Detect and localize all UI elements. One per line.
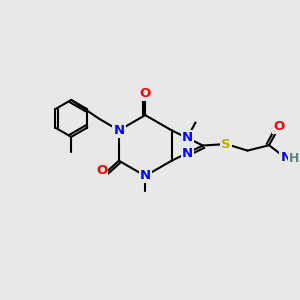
Text: O: O: [274, 120, 285, 133]
Text: N: N: [140, 169, 151, 182]
Text: N: N: [182, 147, 193, 160]
Text: N: N: [280, 151, 292, 164]
Text: N: N: [113, 124, 124, 137]
Text: H: H: [289, 152, 299, 165]
Text: O: O: [140, 87, 151, 100]
Text: N: N: [182, 131, 193, 144]
Text: O: O: [96, 164, 107, 177]
Text: S: S: [221, 137, 231, 151]
